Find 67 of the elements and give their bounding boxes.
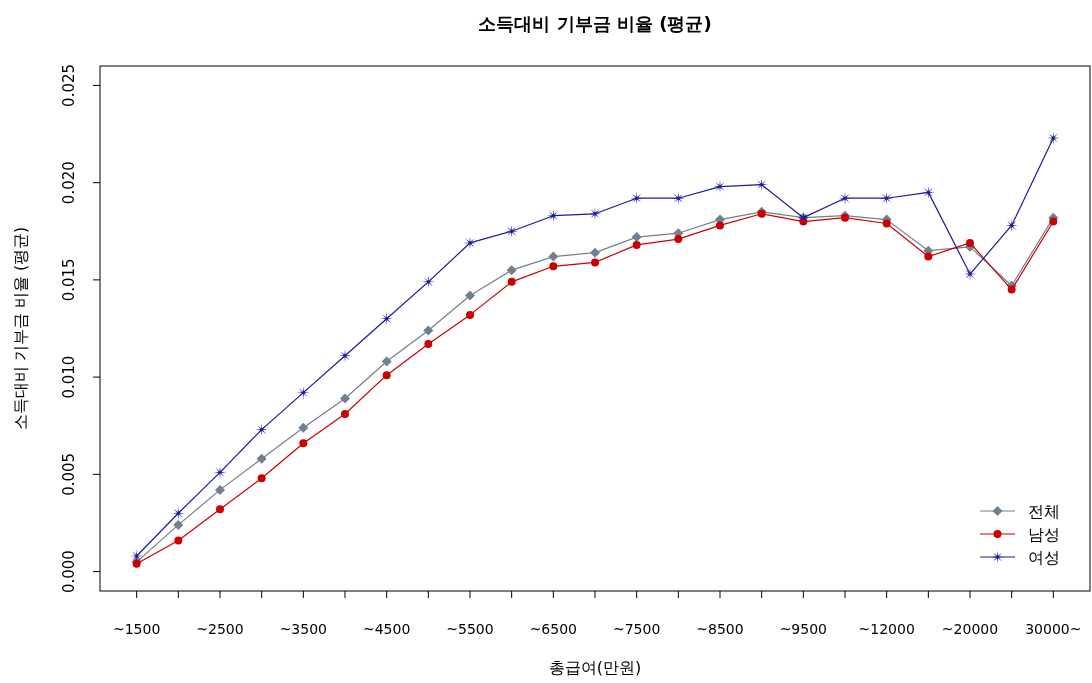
y-tick-label: 0.010	[60, 355, 78, 399]
chart-title: 소득대비 기부금 비율 (평균)	[478, 13, 712, 34]
point	[1007, 285, 1016, 294]
point	[674, 235, 683, 244]
point	[1049, 217, 1058, 226]
point	[255, 423, 269, 437]
point	[465, 290, 475, 301]
x-tick-label: ~1500	[112, 621, 161, 637]
y-tick-label: 0.020	[60, 161, 78, 205]
point	[591, 258, 599, 267]
x-tick-label: 30000~	[1025, 621, 1082, 637]
point	[421, 275, 435, 289]
point	[924, 252, 933, 261]
y-tick-label: 0.005	[60, 452, 78, 496]
point	[549, 262, 558, 271]
point	[671, 191, 685, 205]
point	[423, 325, 434, 336]
point	[174, 536, 183, 545]
x-tick-label: ~4500	[362, 621, 411, 637]
point	[632, 240, 641, 249]
point	[548, 251, 559, 262]
y-tick-label: 0.025	[60, 63, 78, 107]
y-axis-title: 소득대비 기부금 비율 (평균)	[11, 226, 30, 431]
legend-label: 여성	[1028, 548, 1060, 567]
legend-label: 남성	[1028, 525, 1060, 544]
point	[381, 356, 392, 367]
point	[921, 185, 935, 199]
x-tick-label: ~12000	[858, 621, 915, 637]
x-axis-title: 총급여(만원)	[548, 658, 642, 677]
y-tick-label: 0.000	[60, 550, 78, 594]
point	[590, 247, 600, 258]
point	[507, 277, 516, 286]
point	[466, 310, 474, 319]
point	[506, 265, 517, 276]
point	[882, 219, 891, 228]
point	[215, 484, 225, 495]
point	[299, 439, 308, 448]
legend-label: 전체	[1028, 502, 1060, 521]
point	[171, 506, 185, 520]
point	[716, 221, 724, 230]
point	[630, 191, 644, 205]
x-tick-label: ~5500	[446, 621, 494, 637]
point	[340, 393, 350, 404]
x-tick-label: ~3500	[279, 621, 328, 637]
point	[755, 178, 769, 192]
point	[1005, 218, 1019, 232]
x-tick-label: ~6500	[529, 621, 578, 637]
point	[173, 519, 184, 530]
point	[880, 191, 894, 205]
point	[216, 505, 224, 514]
y-tick-label: 0.015	[60, 258, 78, 302]
point	[424, 340, 433, 349]
x-tick-label: ~7500	[612, 621, 661, 637]
point	[505, 224, 519, 238]
point	[341, 410, 349, 419]
point	[298, 422, 309, 433]
point	[546, 209, 560, 223]
point	[380, 312, 394, 326]
point	[256, 453, 267, 464]
x-tick-label: ~9500	[779, 621, 828, 637]
x-tick-label: ~20000	[941, 621, 999, 637]
x-tick-label: ~2500	[196, 621, 244, 637]
x-tick-label: ~8500	[696, 621, 744, 637]
point	[257, 474, 266, 483]
point	[966, 238, 974, 247]
point	[382, 371, 391, 380]
point	[296, 386, 310, 400]
